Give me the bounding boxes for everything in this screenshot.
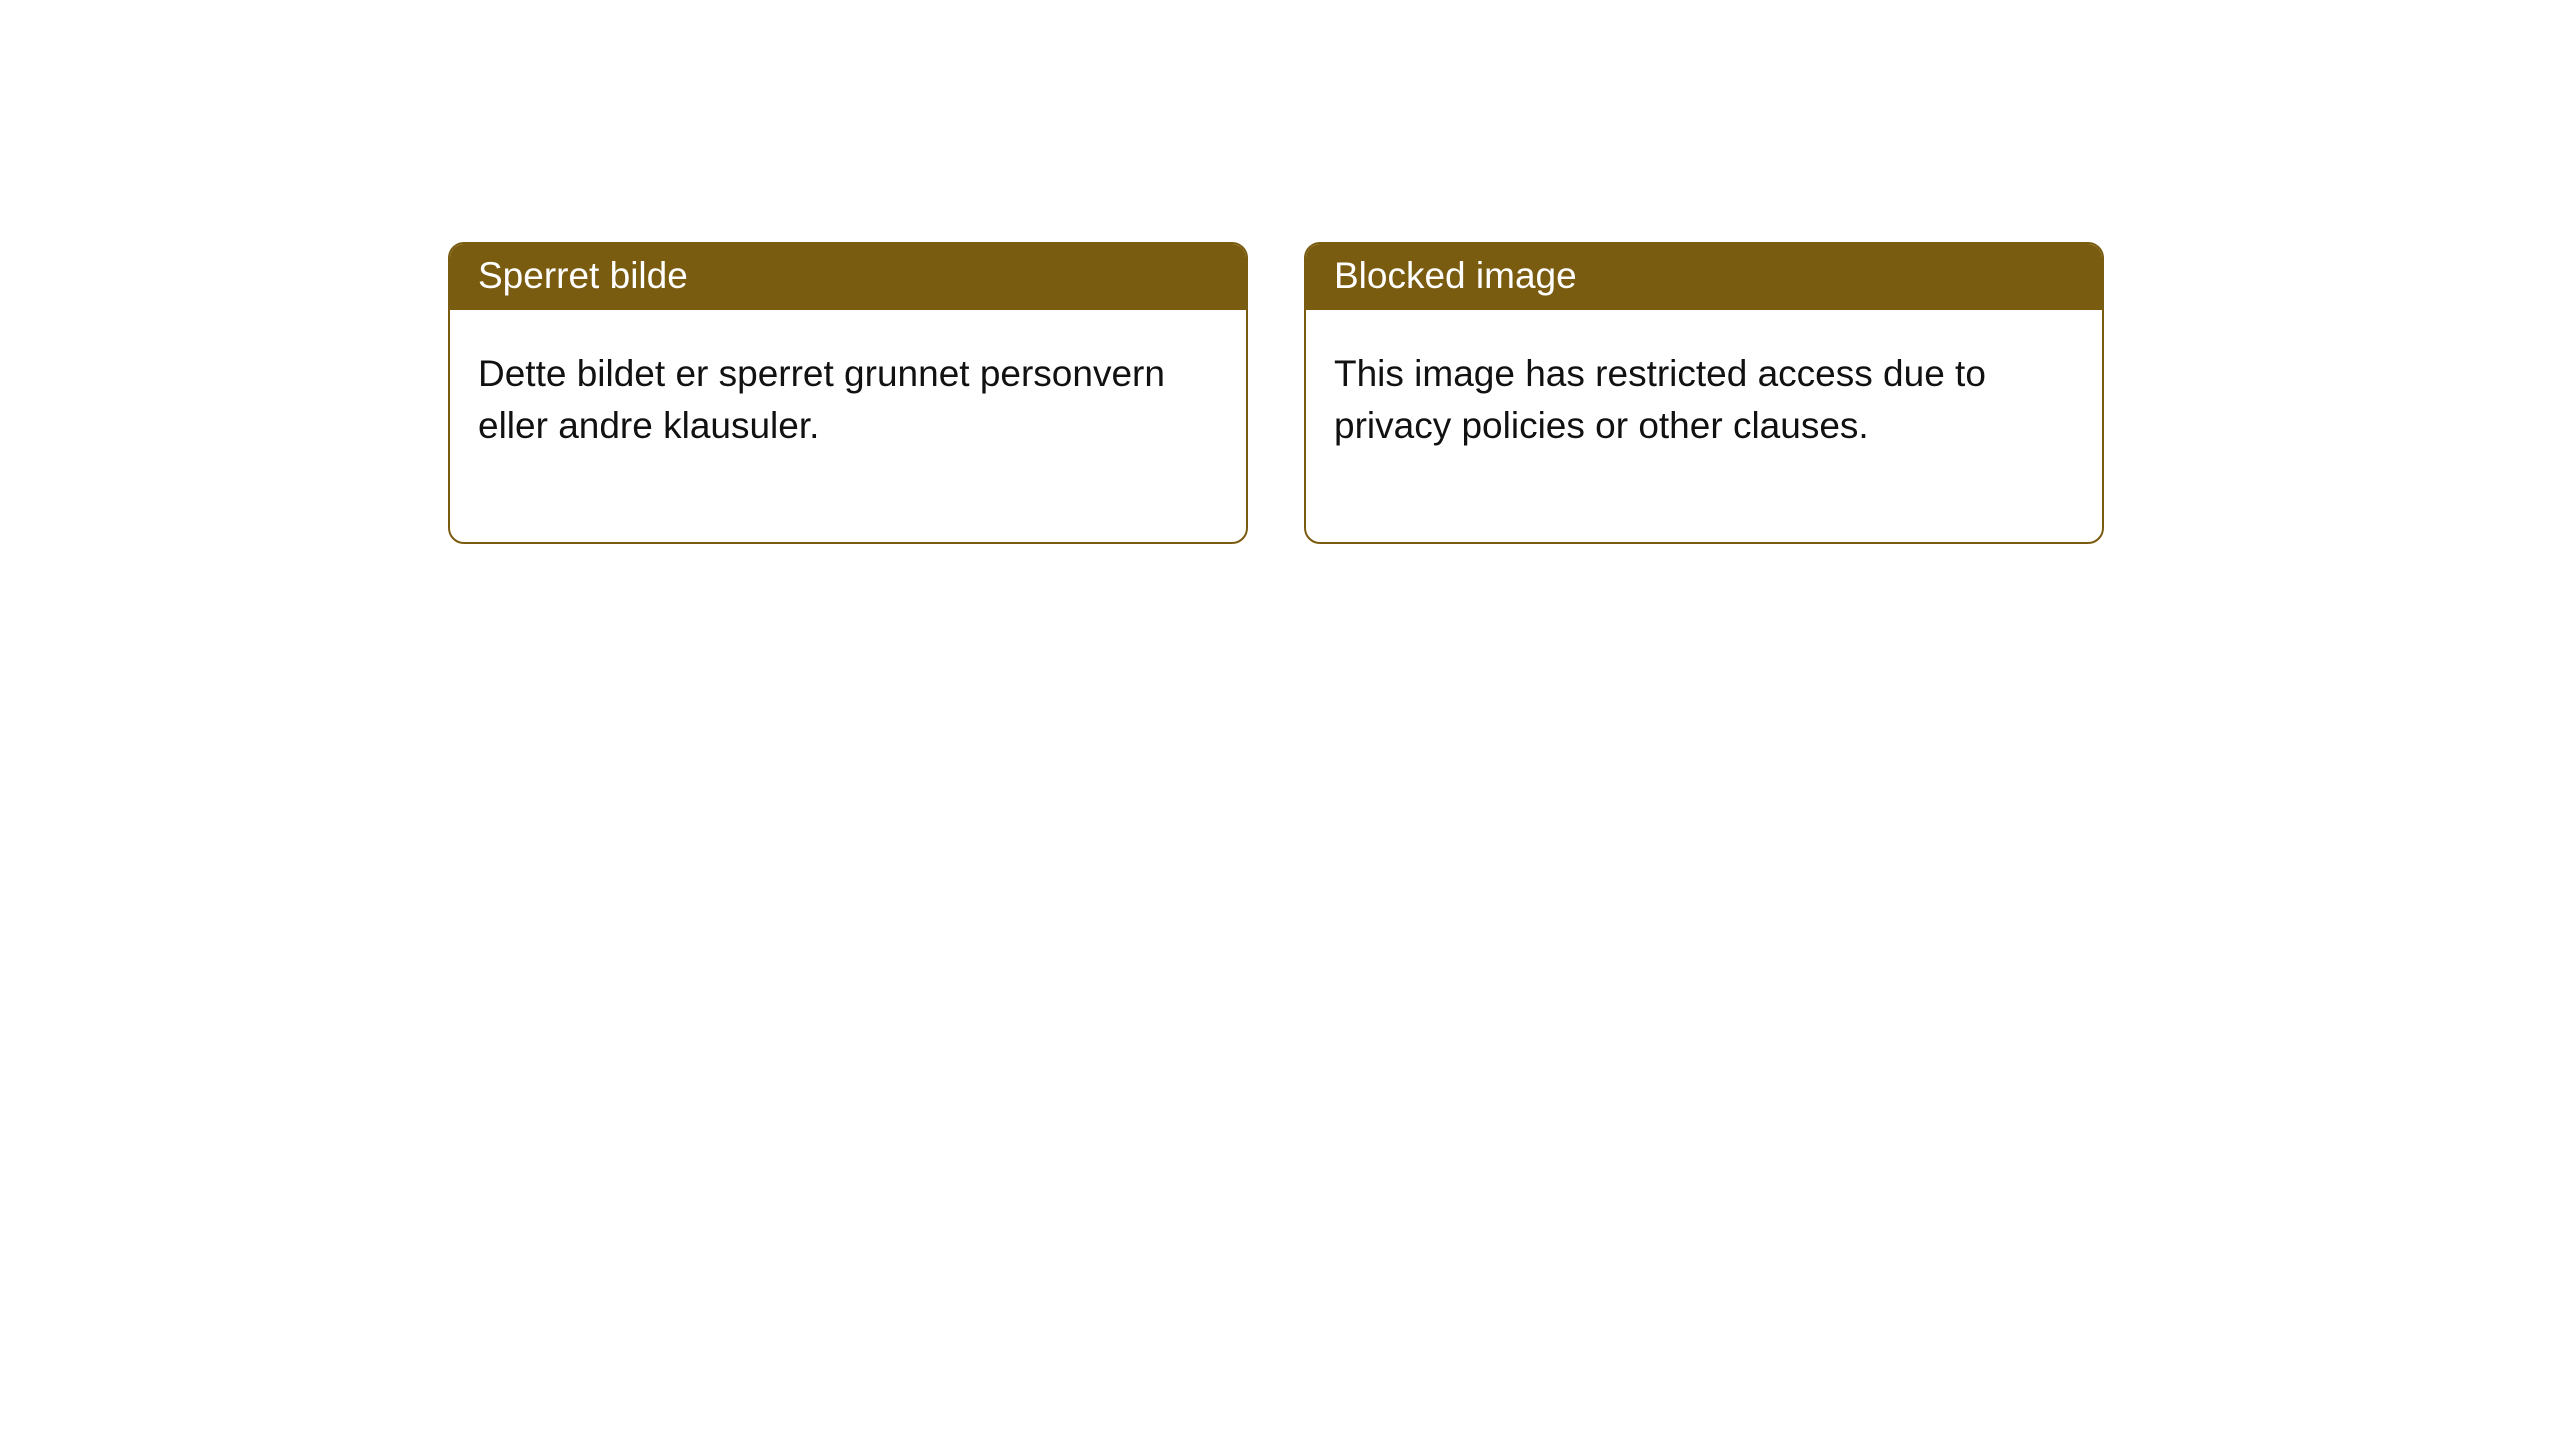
notice-card-english: Blocked image This image has restricted … [1304, 242, 2104, 544]
notice-body: Dette bildet er sperret grunnet personve… [450, 310, 1246, 542]
notice-body: This image has restricted access due to … [1306, 310, 2102, 542]
notice-title: Sperret bilde [450, 244, 1246, 310]
notice-card-norwegian: Sperret bilde Dette bildet er sperret gr… [448, 242, 1248, 544]
notice-container: Sperret bilde Dette bildet er sperret gr… [0, 0, 2560, 544]
notice-title: Blocked image [1306, 244, 2102, 310]
